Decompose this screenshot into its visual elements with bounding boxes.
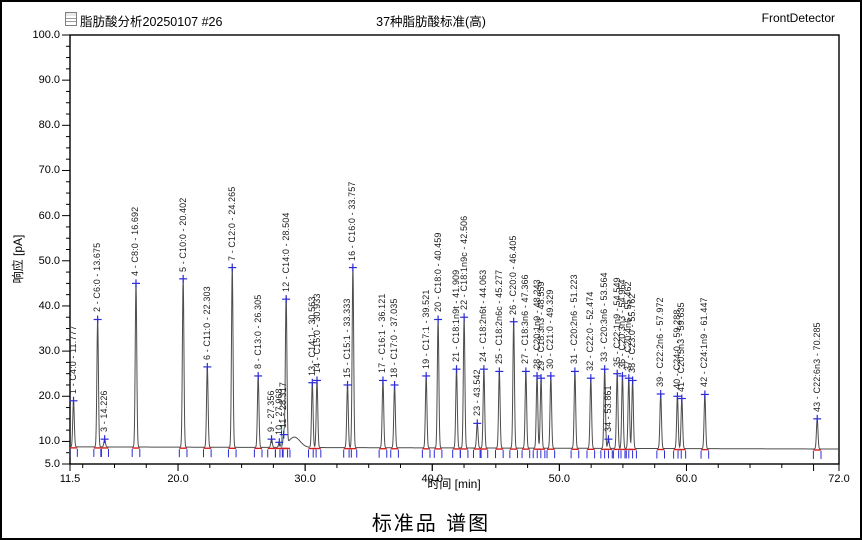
y-tick-label: 60.0: [38, 209, 60, 222]
y-tick-label: 70.0: [38, 164, 60, 177]
peak-label: 26 - C20:0 - 46.405: [508, 235, 519, 315]
y-tick-label: 20.0: [38, 390, 60, 403]
peak-label: 30 - C21:0 - 49.329: [545, 289, 556, 369]
y-tick-label: 50.0: [38, 254, 60, 267]
x-tick-label: 30.0: [294, 473, 316, 485]
peak-label: 31 - C20:2n6 - 51.223: [569, 274, 580, 365]
x-axis-title: 时间 [min]: [427, 477, 481, 491]
chromatogram-trace: [70, 267, 839, 450]
peak-label: 33 - C20:3n6 - 53.564: [599, 272, 610, 363]
peak-label: 2 - C6:0 - 13.675: [92, 243, 103, 313]
peak-label: 17 - C16:1 - 36.121: [377, 294, 388, 374]
x-tick-label: 40.0: [421, 473, 443, 485]
figure-caption: 标准品 谱图: [371, 511, 491, 535]
y-tick-label: 10.0: [38, 435, 60, 448]
x-tick-label: 20.0: [167, 473, 189, 485]
y-tick-label: 30.0: [38, 345, 60, 358]
peak-label: 43 - C22:6n3 - 70.285: [811, 322, 822, 412]
peak-label: 32 - C22:0 - 52.474: [585, 291, 596, 372]
peak-label: 19 - C17:1 - 39.521: [420, 289, 431, 369]
peak-label: 34 - 53.861: [602, 385, 613, 433]
detector-label: FrontDetector: [761, 11, 835, 25]
peak-label: 3 - 14.226: [99, 390, 110, 433]
peak-label: 39 - C22:2n6 - 57.972: [655, 297, 666, 387]
sample-title: 脂肪酸分析20250107 #26: [80, 15, 223, 29]
peak-label: 18 - C17:0 - 37.035: [389, 298, 400, 378]
peak-label: 11 - 28.317: [278, 381, 289, 428]
x-tick-label: 60.0: [675, 473, 698, 485]
y-tick-label: 90.0: [38, 74, 60, 87]
x-tick-label: 72.0: [828, 473, 850, 485]
peak-label: 24 - C18:2n6t - 44.063: [478, 269, 489, 363]
peak-label: 16 - C16:0 - 33.757: [347, 181, 358, 261]
peak-label: 6 - C11:0 - 22.303: [201, 286, 212, 360]
peak-label: 20 - C18:0 - 40.459: [432, 233, 443, 313]
peak-label: 27 - C18:3n6 - 47.366: [520, 274, 531, 365]
peak-label: 42 - C24:1n9 - 61.447: [699, 297, 710, 388]
peak-label: 41 - C20:5n3 - 59.635: [676, 301, 687, 392]
report-icon: [65, 12, 77, 26]
peak-label: 15 - C15:1 - 33.333: [342, 298, 352, 378]
peak-label: 12 - C14:0 - 28.504: [280, 212, 291, 293]
peak-label: 22 - C18:1n9c - 42.506: [458, 215, 469, 311]
peak-label: 23 - 43.542: [471, 369, 482, 417]
y-tick-label: 100.0: [32, 29, 60, 41]
peak-label: 38 - C23:0 - 55.762: [627, 294, 638, 374]
peak-label: 7 - C12:0 - 24.265: [226, 186, 237, 261]
peak-label: 14 - C15:0 - 30.933: [311, 294, 322, 374]
y-tick-label: 40.0: [38, 299, 60, 312]
peak-label: 25 - C18:2n6c - 45.277: [493, 270, 504, 365]
peak-label: 8 - C13:0 - 26.305: [252, 294, 263, 369]
y-tick-label: 80.0: [38, 119, 60, 132]
x-tick-label: 50.0: [548, 473, 571, 485]
peak-label: 1 - C4:0 - 11.777: [68, 325, 79, 394]
method-title: 37种脂肪酸标准(高): [376, 15, 486, 29]
peak-label: 5 - C10:0 - 20.402: [177, 197, 188, 272]
y-tick-label: 5.0: [44, 458, 60, 470]
x-tick-label: 11.5: [59, 473, 81, 485]
peak-label: 4 - C8:0 - 16.692: [130, 207, 141, 277]
